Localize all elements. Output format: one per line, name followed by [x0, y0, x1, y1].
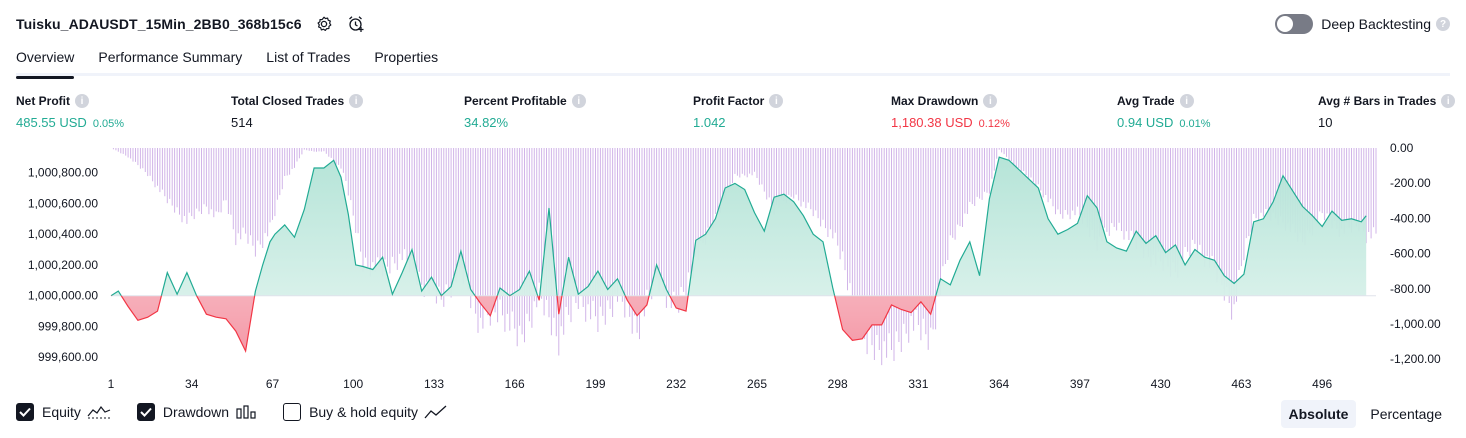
- metric-profit-factor: Profit Factor i 1.042: [693, 94, 784, 130]
- metric-avg-bars: Avg # Bars in Trades i 10: [1318, 94, 1456, 130]
- buy-hold-line-icon: [424, 404, 448, 420]
- x-tick-label: 397: [1070, 377, 1090, 391]
- metric-label: Net Profit: [16, 94, 70, 108]
- info-icon[interactable]: i: [349, 94, 364, 108]
- chart-legend: Equity Drawdown Buy & hold equity: [16, 403, 474, 421]
- y-right-tick-label: -1,200.00: [1390, 352, 1441, 366]
- metric-label: Percent Profitable: [464, 94, 567, 108]
- tab-bar: Overview Performance Summary List of Tra…: [16, 46, 1450, 79]
- equity-loss-area: [111, 295, 1367, 352]
- add-alert-icon[interactable]: [346, 14, 366, 34]
- drawdown-checkbox[interactable]: [136, 403, 155, 421]
- absolute-button[interactable]: Absolute: [1280, 400, 1357, 428]
- x-tick-label: 1: [108, 377, 115, 391]
- metric-label: Avg Trade: [1117, 94, 1175, 108]
- deep-backtesting: Deep Backtesting ?: [1275, 14, 1450, 34]
- y-left-tick-label: 999,800.00: [38, 320, 98, 334]
- y-left-tick-label: 1,000,800.00: [28, 166, 98, 180]
- equity-layer: [110, 156, 1376, 354]
- y-left-tick-label: 1,000,000.00: [28, 289, 98, 303]
- y-left-tick-label: 1,000,200.00: [28, 258, 98, 272]
- metric-net-profit: Net Profit i 485.55 USD 0.05%: [16, 94, 124, 130]
- x-tick-label: 463: [1231, 377, 1251, 391]
- legend-buy-hold[interactable]: Buy & hold equity: [283, 403, 448, 421]
- metric-avg-trade: Avg Trade i 0.94 USD 0.01%: [1117, 94, 1211, 130]
- x-tick-label: 67: [266, 377, 280, 391]
- tab-properties[interactable]: Properties: [374, 49, 439, 65]
- equity-line-icon: [87, 404, 111, 420]
- drawdown-bars-icon: [235, 404, 257, 420]
- y-left-tick-label: 999,600.00: [38, 350, 98, 364]
- max-drawdown-value: 1,180.38 USD: [891, 115, 973, 130]
- net-profit-percent: 0.05%: [92, 118, 125, 130]
- x-tick-label: 331: [908, 377, 928, 391]
- legend-drawdown[interactable]: Drawdown: [136, 403, 257, 421]
- profit-factor-value: 1.042: [693, 115, 726, 130]
- avg-trade-percent: 0.01%: [1179, 118, 1211, 130]
- y-right-tick-label: -800.00: [1390, 282, 1431, 296]
- x-tick-label: 265: [747, 377, 767, 391]
- x-tick-label: 133: [424, 377, 444, 391]
- equity-profit-area: [111, 157, 1367, 296]
- info-icon[interactable]: i: [769, 94, 784, 108]
- drawdown-label: Drawdown: [162, 404, 230, 420]
- tab-performance-summary[interactable]: Performance Summary: [98, 49, 243, 65]
- axis-layer: 1,000,800.00 1,000,600.00 1,000,400.00 1,00…: [28, 141, 1441, 391]
- y-left-tick-label: 1,000,400.00: [28, 227, 98, 241]
- metric-label: Max Drawdown: [891, 94, 979, 108]
- avg-trade-value: 0.94 USD: [1117, 115, 1174, 130]
- avg-bars-value: 10: [1318, 115, 1333, 130]
- equity-label: Equity: [42, 404, 81, 420]
- x-tick-label: 166: [505, 377, 525, 391]
- metric-label: Profit Factor: [693, 94, 765, 108]
- y-right-tick-label: -1,000.00: [1390, 317, 1441, 331]
- y-right-tick-label: 0.00: [1390, 141, 1414, 155]
- equity-checkbox[interactable]: [16, 403, 34, 421]
- equity-line-profit: [110, 156, 1367, 296]
- info-icon[interactable]: i: [1441, 94, 1456, 108]
- max-drawdown-percent: 0.12%: [978, 118, 1010, 130]
- tab-overview[interactable]: Overview: [16, 46, 75, 79]
- deep-backtesting-label: Deep Backtesting: [1321, 16, 1431, 32]
- x-tick-label: 364: [989, 377, 1009, 391]
- tab-list-of-trades[interactable]: List of Trades: [266, 49, 351, 65]
- x-tick-label: 100: [343, 377, 363, 391]
- legend-equity[interactable]: Equity: [16, 403, 111, 421]
- x-tick-label: 430: [1151, 377, 1171, 391]
- net-profit-value: 485.55 USD: [16, 115, 87, 130]
- x-tick-label: 199: [585, 377, 605, 391]
- info-icon[interactable]: i: [983, 94, 998, 108]
- drawdown-layer: [112, 148, 1377, 366]
- mode-switch: Absolute Percentage: [1275, 400, 1451, 428]
- y-right-tick-label: -600.00: [1390, 247, 1431, 261]
- help-icon[interactable]: ?: [1436, 17, 1450, 31]
- x-tick-label: 34: [185, 377, 199, 391]
- info-icon[interactable]: i: [1179, 94, 1194, 108]
- info-icon[interactable]: i: [571, 94, 586, 108]
- deep-backtesting-toggle[interactable]: [1275, 14, 1314, 34]
- metric-total-closed-trades: Total Closed Trades i 514: [231, 94, 364, 130]
- metric-label: Avg # Bars in Trades: [1318, 94, 1437, 108]
- y-right-tick-label: -400.00: [1390, 211, 1431, 225]
- buy-hold-checkbox[interactable]: [283, 403, 302, 421]
- x-tick-label: 496: [1312, 377, 1332, 391]
- x-tick-label: 232: [666, 377, 686, 391]
- y-left-tick-label: 1,000,600.00: [28, 196, 98, 210]
- metric-percent-profitable: Percent Profitable i 34.82%: [464, 94, 586, 130]
- equity-drawdown-chart[interactable]: 1,000,800.00 1,000,600.00 1,000,400.00 1,00…: [0, 140, 1466, 398]
- percentage-button[interactable]: Percentage: [1370, 406, 1442, 422]
- percent-profitable-value: 34.82%: [464, 115, 509, 130]
- y-right-tick-label: -200.00: [1390, 176, 1431, 190]
- strategy-title: Tuisku_ADAUSDT_15Min_2BB0_368b15c6: [16, 16, 302, 32]
- info-icon[interactable]: i: [75, 94, 89, 108]
- buy-hold-label: Buy & hold equity: [309, 404, 419, 420]
- metric-max-drawdown: Max Drawdown i 1,180.38 USD 0.12%: [891, 94, 1010, 130]
- settings-icon[interactable]: [314, 14, 334, 34]
- strategy-header: Tuisku_ADAUSDT_15Min_2BB0_368b15c6: [16, 13, 366, 35]
- metric-label: Total Closed Trades: [231, 94, 345, 108]
- x-tick-label: 298: [828, 377, 848, 391]
- total-closed-trades-value: 514: [231, 115, 253, 130]
